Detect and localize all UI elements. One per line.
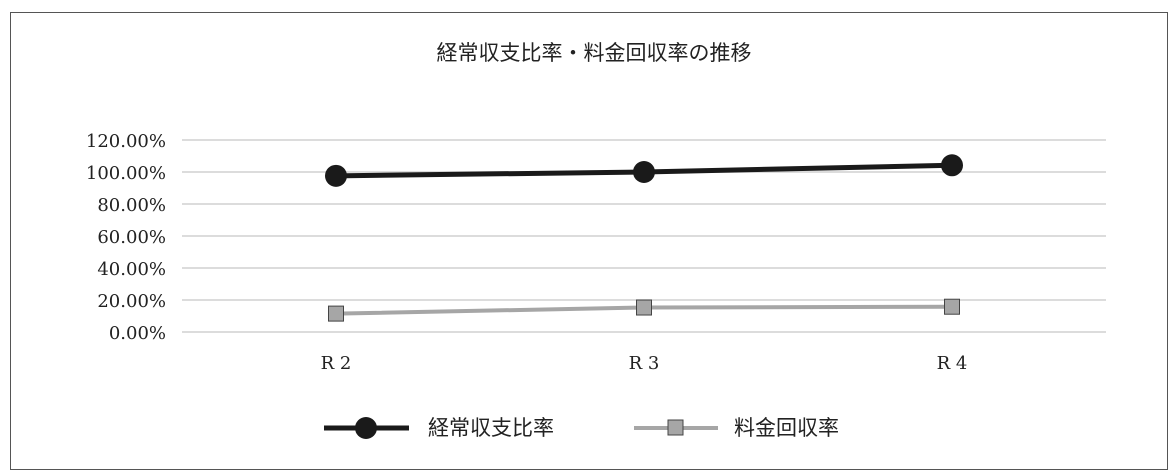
data-point-1-1	[636, 299, 652, 316]
series-lines	[335, 162, 953, 316]
chart-title: 経常収支比率・料金回収率の推移	[437, 41, 752, 65]
legend: 経常収支比率 料金回収率	[324, 416, 839, 440]
y-tick-label: 80.00%	[97, 195, 166, 216]
legend-label-ryokin: 料金回収率	[734, 416, 839, 440]
chart-frame	[10, 12, 1168, 470]
legend-marker-keijo	[355, 417, 377, 439]
data-point-1-2	[944, 298, 960, 315]
x-axis-tick-labels: R 2 R 3 R 4	[321, 353, 968, 374]
y-tick-label: 120.00%	[86, 131, 166, 152]
x-tick-label: R 2	[321, 353, 352, 374]
y-tick-label: 100.00%	[86, 163, 166, 184]
x-tick-label: R 4	[937, 353, 968, 374]
data-point-1-0	[328, 305, 344, 322]
y-axis-tick-labels: 0.00% 20.00% 40.00% 60.00% 80.00% 100.00% 120.…	[86, 131, 166, 344]
y-tick-label: 60.00%	[97, 227, 166, 248]
data-point-0-1	[633, 161, 655, 183]
legend-label-keijo: 経常収支比率	[428, 416, 554, 440]
y-tick-label: 40.00%	[97, 259, 166, 280]
x-tick-label: R 3	[629, 353, 660, 374]
legend-marker-ryokin	[667, 419, 684, 436]
line-chart: 経常収支比率・料金回収率の推移 0.00% 20.00% 40.00% 60.00% 8…	[86, 41, 1106, 440]
y-tick-label: 20.00%	[97, 291, 166, 312]
series-markers	[325, 154, 963, 322]
data-point-0-2	[941, 154, 963, 177]
y-tick-label: 0.00%	[109, 323, 166, 344]
data-point-0-0	[325, 164, 347, 187]
